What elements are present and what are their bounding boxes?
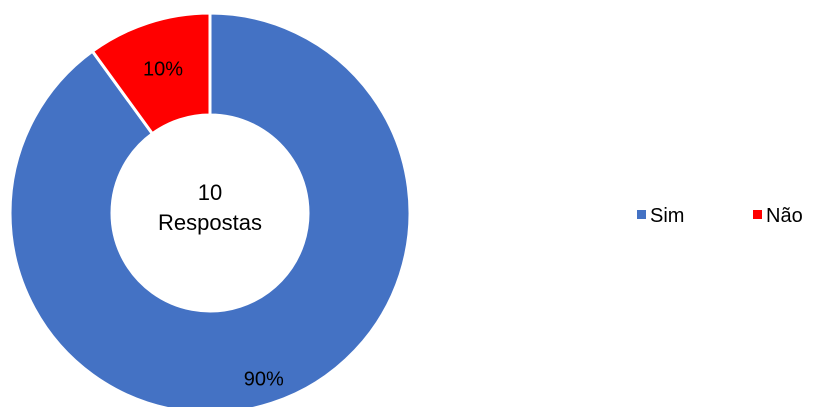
legend: Sim Não (637, 205, 803, 227)
legend-label-nao: Não (766, 205, 803, 227)
slice-label-sim: 90% (244, 368, 284, 390)
center-count: 10 (198, 180, 222, 205)
legend-label-sim: Sim (650, 205, 684, 227)
legend-swatch-nao (753, 210, 762, 219)
slice-sim (8, 11, 412, 407)
slice-nao (90, 11, 212, 136)
donut-slices (8, 11, 412, 407)
donut-center: 10 Respostas (158, 180, 262, 235)
slice-label-nao: 10% (143, 58, 183, 80)
donut-slice-labels: 90% 10% (143, 58, 284, 390)
center-caption: Respostas (158, 210, 262, 235)
legend-swatch-sim (637, 210, 646, 219)
